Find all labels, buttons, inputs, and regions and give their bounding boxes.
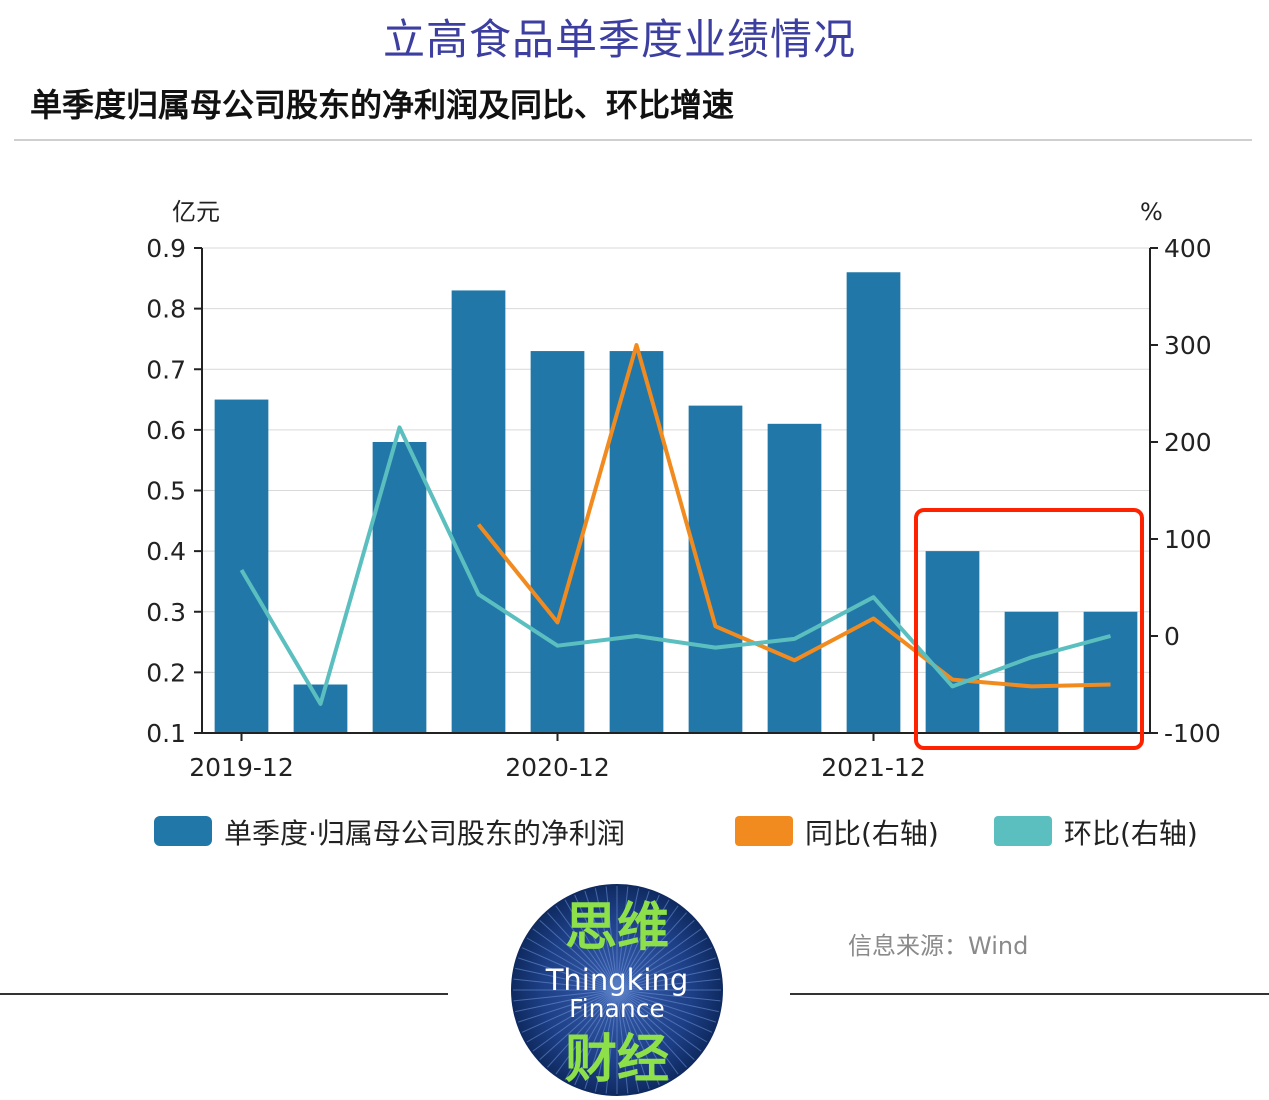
- right-tick-label: 300: [1164, 331, 1212, 360]
- bar: [530, 351, 585, 733]
- bar-series: [214, 272, 1138, 733]
- left-tick-label: 0.7: [146, 355, 186, 384]
- legend: 单季度·归属母公司股东的净利润 同比(右轴) 环比(右轴): [154, 816, 1198, 850]
- source-note: 信息来源：Wind: [848, 932, 1029, 960]
- left-tick-label: 0.5: [146, 477, 186, 506]
- tick-labels: 0.1 0.2 0.3 0.4 0.5 0.6 0.7 0.8 0.9 -100 0 100 200 30…: [146, 234, 1221, 782]
- left-tick-label: 0.3: [146, 598, 186, 627]
- bar: [688, 405, 743, 733]
- line-series: [239, 343, 1112, 706]
- left-tick-label: 0.4: [146, 537, 186, 566]
- right-tick-label: 400: [1164, 234, 1212, 263]
- footer-line-right: [790, 993, 1269, 995]
- bar: [925, 551, 980, 733]
- left-axis-unit: 亿元: [172, 198, 220, 226]
- x-tick-label: 2020-12: [505, 753, 609, 782]
- right-tick-label: -100: [1164, 719, 1221, 748]
- x-tick-label: 2021-12: [821, 753, 925, 782]
- right-axis-unit: %: [1140, 198, 1163, 226]
- axes: [194, 247, 1158, 741]
- logo-line2: Finance: [569, 994, 665, 1023]
- left-tick-label: 0.8: [146, 295, 186, 324]
- right-tick-label: 100: [1164, 525, 1212, 554]
- left-tick-label: 0.6: [146, 416, 186, 445]
- logo-bottom-text: 财经: [565, 1030, 669, 1090]
- chart-title: 立高食品单季度业绩情况: [382, 15, 856, 64]
- footer-line-left: [0, 993, 448, 995]
- bar: [767, 423, 822, 733]
- separator-line: [14, 139, 1252, 141]
- legend-swatch-yoy: [735, 816, 793, 846]
- x-tick-label: 2019-12: [189, 753, 293, 782]
- left-tick-label: 0.9: [146, 234, 186, 263]
- bar: [214, 399, 269, 733]
- left-tick-label: 0.2: [146, 658, 186, 687]
- legend-label-yoy: 同比(右轴): [805, 817, 939, 850]
- yoy-line: [476, 343, 1111, 689]
- bar: [1083, 611, 1138, 733]
- logo-line1: Thingking: [545, 963, 689, 997]
- legend-swatch-qoq: [994, 816, 1052, 846]
- bar: [372, 442, 427, 733]
- right-tick-label: 0: [1164, 622, 1180, 651]
- legend-label-qoq: 环比(右轴): [1064, 817, 1198, 850]
- legend-swatch-bar: [154, 816, 212, 846]
- legend-label-bar: 单季度·归属母公司股东的净利润: [224, 817, 625, 850]
- thingking-finance-logo: 思维 Thingking Finance 财经: [511, 884, 723, 1096]
- highlight-box: [914, 508, 1144, 750]
- gridlines: [202, 247, 1150, 734]
- bar: [846, 272, 901, 733]
- bar: [1004, 611, 1059, 733]
- chart-subtitle: 单季度归属母公司股东的净利润及同比、环比增速: [30, 86, 735, 124]
- logo-top-text: 思维: [565, 898, 669, 958]
- qoq-line: [239, 425, 1112, 706]
- right-tick-label: 200: [1164, 428, 1212, 457]
- bar: [293, 684, 348, 733]
- combo-chart: 0.1 0.2 0.3 0.4 0.5 0.6 0.7 0.8 0.9 -100 0 100 200 30…: [146, 198, 1221, 850]
- left-tick-label: 0.1: [146, 719, 186, 748]
- bar: [451, 290, 506, 733]
